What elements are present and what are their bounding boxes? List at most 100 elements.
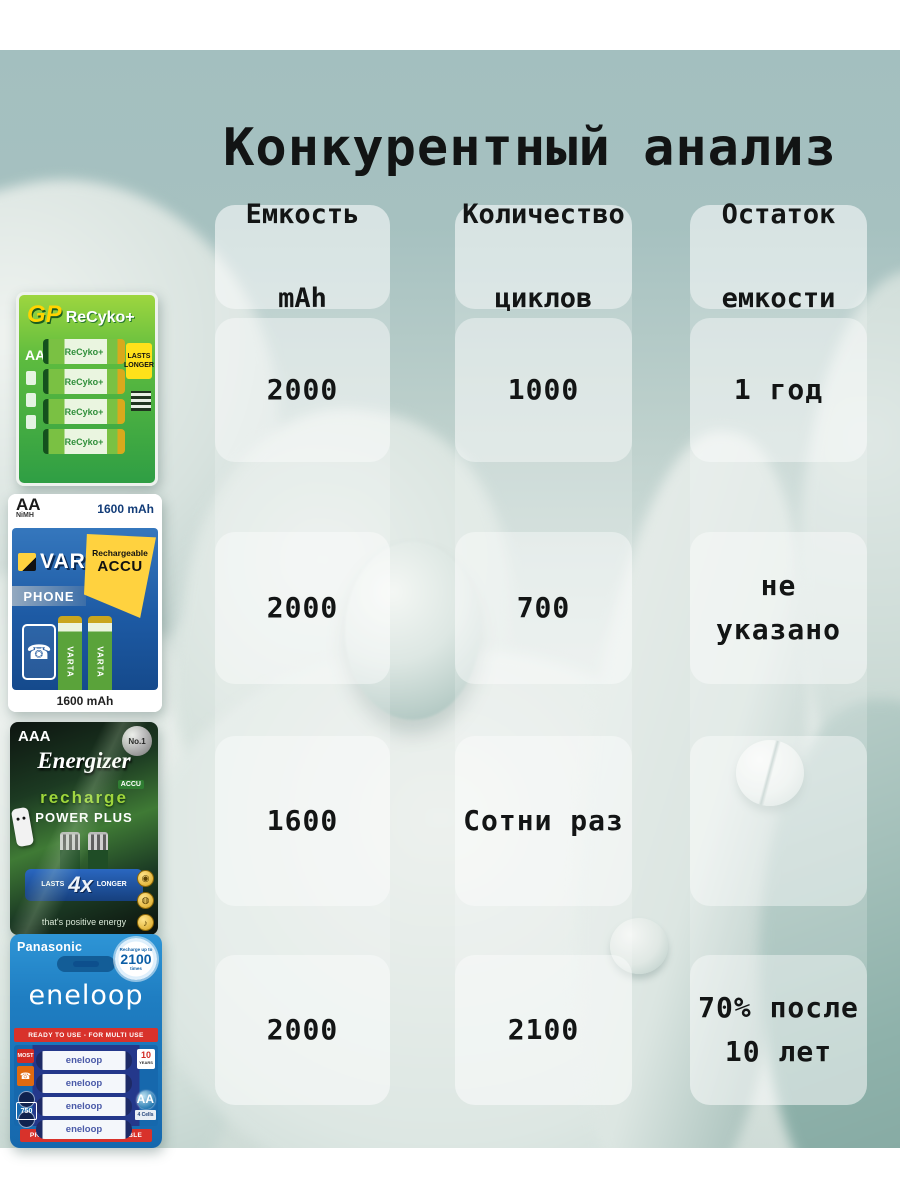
energizer-power-plus-label: POWER PLUS — [35, 810, 133, 825]
energizer-logo: Energizer — [37, 748, 131, 773]
battery-label: eneloop — [65, 1101, 103, 1112]
usage-icon — [18, 1091, 35, 1108]
music-icon: ♪ — [137, 914, 154, 931]
energizer-4x-badge: LASTS 4x LONGER — [25, 869, 143, 901]
battery: eneloop — [36, 1074, 132, 1093]
energizer-tagline: that's positive energy — [41, 917, 127, 927]
table-cell: 1000 — [455, 318, 632, 462]
energizer-size-label: AAA — [18, 728, 51, 745]
header-line: mAh — [278, 283, 327, 314]
eneloop-batteries: eneloop eneloop eneloop eneloop — [36, 1051, 132, 1143]
camera-icon: ◉ — [137, 870, 154, 887]
badge-text: Recharge up to — [119, 947, 153, 952]
varta-capacity-bottom: 1600 mAh — [8, 690, 162, 712]
table-cell: не указано — [690, 532, 867, 684]
column-header-cycles: Количество циклов — [455, 199, 632, 314]
gp-lasts-longer-badge: LASTS LONGER — [124, 343, 154, 379]
varta-accu-wedge: Rechargeable ACCU — [84, 534, 156, 618]
product-image-panasonic-eneloop: Panasonic Recharge up to 2100 times enel… — [10, 934, 162, 1148]
qr-code — [131, 391, 151, 411]
varta-line-label: PHONE — [23, 588, 75, 604]
varta-accu-label: ACCU — [97, 558, 143, 575]
table-cell: 2100 — [455, 955, 632, 1105]
battery: eneloop — [36, 1120, 132, 1139]
varta-phone-line: PHONE — [12, 586, 86, 606]
phone-icon: ☎ — [22, 624, 56, 680]
battery-label: ReCyko+ — [64, 436, 104, 447]
battery-label: ReCyko+ — [64, 346, 104, 357]
column-header-capacity: Емкость mAh — [215, 199, 390, 314]
badge-text: times — [130, 966, 142, 971]
battery-mascot — [10, 806, 35, 848]
header-line: емкости — [721, 283, 836, 314]
table-cell: 1600 — [215, 736, 390, 906]
table-cell: 2000 — [215, 955, 390, 1105]
eneloop-2100-badge: Recharge up to 2100 times — [115, 938, 157, 980]
column-band-capacity — [215, 205, 390, 1105]
table-cell: 70% после 10 лет — [690, 955, 867, 1105]
clay-sphere-large — [345, 542, 480, 720]
energizer-recharge-label: recharge — [40, 788, 128, 807]
battery: eneloop — [36, 1051, 132, 1070]
energizer-accu-tab: ACCU — [117, 780, 144, 789]
column-band-cycles — [455, 205, 632, 1105]
clay-sphere-small — [736, 740, 804, 806]
header-line: Остаток — [721, 199, 836, 230]
table-cell: Сотни раз — [455, 736, 632, 906]
energizer-no1-badge: No.1 — [122, 726, 152, 756]
gp-size-label: AA — [25, 347, 46, 363]
badge-text: LONGER — [124, 362, 154, 369]
battery: ReCyko+ — [43, 339, 125, 364]
battery: eneloop — [36, 1097, 132, 1116]
battery — [60, 832, 80, 876]
most-badge: MOST — [17, 1049, 34, 1063]
varta-size-label: AA — [16, 495, 41, 514]
badge-4x: 4x — [68, 872, 93, 897]
varta-flag-icon — [18, 553, 36, 571]
teal-background-panel — [0, 50, 900, 1148]
eneloop-top-section: Panasonic Recharge up to 2100 times enel… — [10, 934, 162, 1028]
battery: ReCyko+ — [43, 369, 125, 394]
gp-pictogram — [26, 415, 36, 429]
battery — [88, 832, 108, 876]
badge-cycles: 2100 — [120, 951, 152, 967]
column-header-residual: Остаток емкости — [690, 199, 867, 314]
table-cell: 700 — [455, 532, 632, 684]
header-line: Количество — [462, 199, 625, 230]
column-band-residual — [690, 205, 867, 1105]
dect-phone-icon: ☎ — [17, 1066, 34, 1086]
product-image-varta-phone: AA NiMH 1600 mAh VARTA PHONE ☎ Rechargea… — [8, 494, 162, 712]
ten-years-badge: 10 YEARS — [137, 1049, 155, 1069]
battery-label: eneloop — [65, 1078, 103, 1089]
table-cell — [690, 736, 867, 906]
eneloop-size-label: AA — [136, 1092, 154, 1106]
varta-blue-card: VARTA PHONE ☎ Rechargeable ACCU VARTA VA… — [12, 528, 158, 702]
header-line: циклов — [494, 283, 593, 314]
battery-label: ReCyko+ — [64, 376, 104, 387]
battery-label: ReCyko+ — [64, 406, 104, 417]
hang-tab — [57, 956, 115, 972]
page-title: Конкурентный анализ — [223, 118, 837, 178]
gp-pictogram — [26, 393, 36, 407]
table-cell: 2000 — [215, 532, 390, 684]
gp-product-name: ReCyko+ — [65, 309, 135, 326]
battery: ReCyko+ — [43, 399, 125, 424]
badge-years-text: YEARS — [139, 1060, 153, 1065]
header-line: Емкость — [245, 199, 360, 230]
battery: VARTA — [88, 616, 112, 702]
clay-sphere-small — [610, 918, 668, 974]
eneloop-logo: eneloop — [28, 980, 144, 1011]
eneloop-ready-strip: READY TO USE - FOR MULTI USE — [14, 1028, 158, 1042]
capacity-750-badge: 750 — [16, 1102, 37, 1120]
energizer-batteries — [60, 832, 108, 876]
product-image-energizer-recharge: AAA No.1 Energizer ACCU recharge POWER P… — [10, 722, 158, 935]
table-cell: 2000 — [215, 318, 390, 462]
badge-years-number: 10 — [140, 1050, 151, 1060]
product-image-gp-recyko: GP ReCyko+ AA ReCyko+ ReCyko+ ReCyko+ Re… — [16, 292, 158, 486]
gp-pictogram — [26, 371, 36, 385]
battery: ReCyko+ — [43, 429, 125, 454]
badge-text: LASTS — [41, 881, 65, 888]
varta-batteries: VARTA VARTA — [58, 616, 112, 702]
eneloop-cells-badge: 4 Cells — [135, 1110, 156, 1120]
panasonic-logo: Panasonic — [17, 940, 83, 954]
